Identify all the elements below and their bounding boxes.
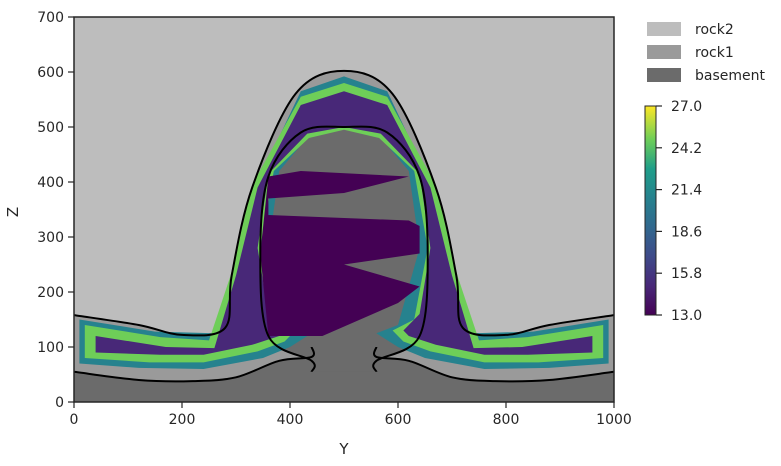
legend: rock2 rock1 basement xyxy=(647,22,765,84)
colorbar-tick-label: 21.4 xyxy=(671,183,702,199)
heatmap-band xyxy=(79,76,609,370)
legend-label: rock1 xyxy=(695,45,734,61)
y-tick-label: 700 xyxy=(37,10,64,26)
inner-wedge-dark xyxy=(260,171,420,336)
colorbar-tick-label: 27.0 xyxy=(671,99,702,115)
y-tick-label: 0 xyxy=(55,395,64,411)
x-axis-label: Y xyxy=(338,440,349,458)
colorbar-tick-label: 18.6 xyxy=(671,224,702,240)
y-tick-label: 600 xyxy=(37,65,64,81)
y-tick-label: 200 xyxy=(37,285,64,301)
legend-swatch xyxy=(647,45,681,59)
colorbar-tick-label: 24.2 xyxy=(671,141,702,157)
y-tick-label: 500 xyxy=(37,120,64,136)
y-tick-label: 400 xyxy=(37,175,64,191)
x-tick-label: 1000 xyxy=(596,412,632,428)
x-axis: 0 200 400 600 800 1000 xyxy=(70,402,632,428)
x-tick-label: 800 xyxy=(493,412,520,428)
y-axis: 0 100 200 300 400 500 600 700 xyxy=(37,10,74,411)
legend-swatch xyxy=(647,22,681,36)
y-axis-label: Z xyxy=(4,207,22,217)
legend-label: rock2 xyxy=(695,22,734,38)
colorbar-ticks: 27.0 24.2 21.4 18.6 15.8 13.0 xyxy=(656,99,702,324)
legend-label: basement xyxy=(695,68,765,84)
colorbar-gradient xyxy=(644,105,657,316)
colorbar-tick-label: 13.0 xyxy=(671,308,702,324)
plot-area xyxy=(73,16,615,403)
x-tick-label: 400 xyxy=(277,412,304,428)
boundary-inner xyxy=(259,125,429,373)
boundary-base-left xyxy=(74,346,315,383)
plot-frame xyxy=(73,16,615,403)
colorbar: 27.0 24.2 21.4 18.6 15.8 13.0 xyxy=(644,99,702,324)
colorbar-tick-label: 15.8 xyxy=(671,266,702,282)
x-tick-label: 600 xyxy=(385,412,412,428)
boundary-base-right xyxy=(373,346,614,383)
boundary-outer xyxy=(74,69,614,337)
y-tick-label: 100 xyxy=(37,340,64,356)
legend-swatch xyxy=(647,68,681,82)
x-tick-label: 0 xyxy=(70,412,79,428)
x-tick-label: 200 xyxy=(169,412,196,428)
y-tick-label: 300 xyxy=(37,230,64,246)
heatmap-mid-band xyxy=(84,83,604,363)
